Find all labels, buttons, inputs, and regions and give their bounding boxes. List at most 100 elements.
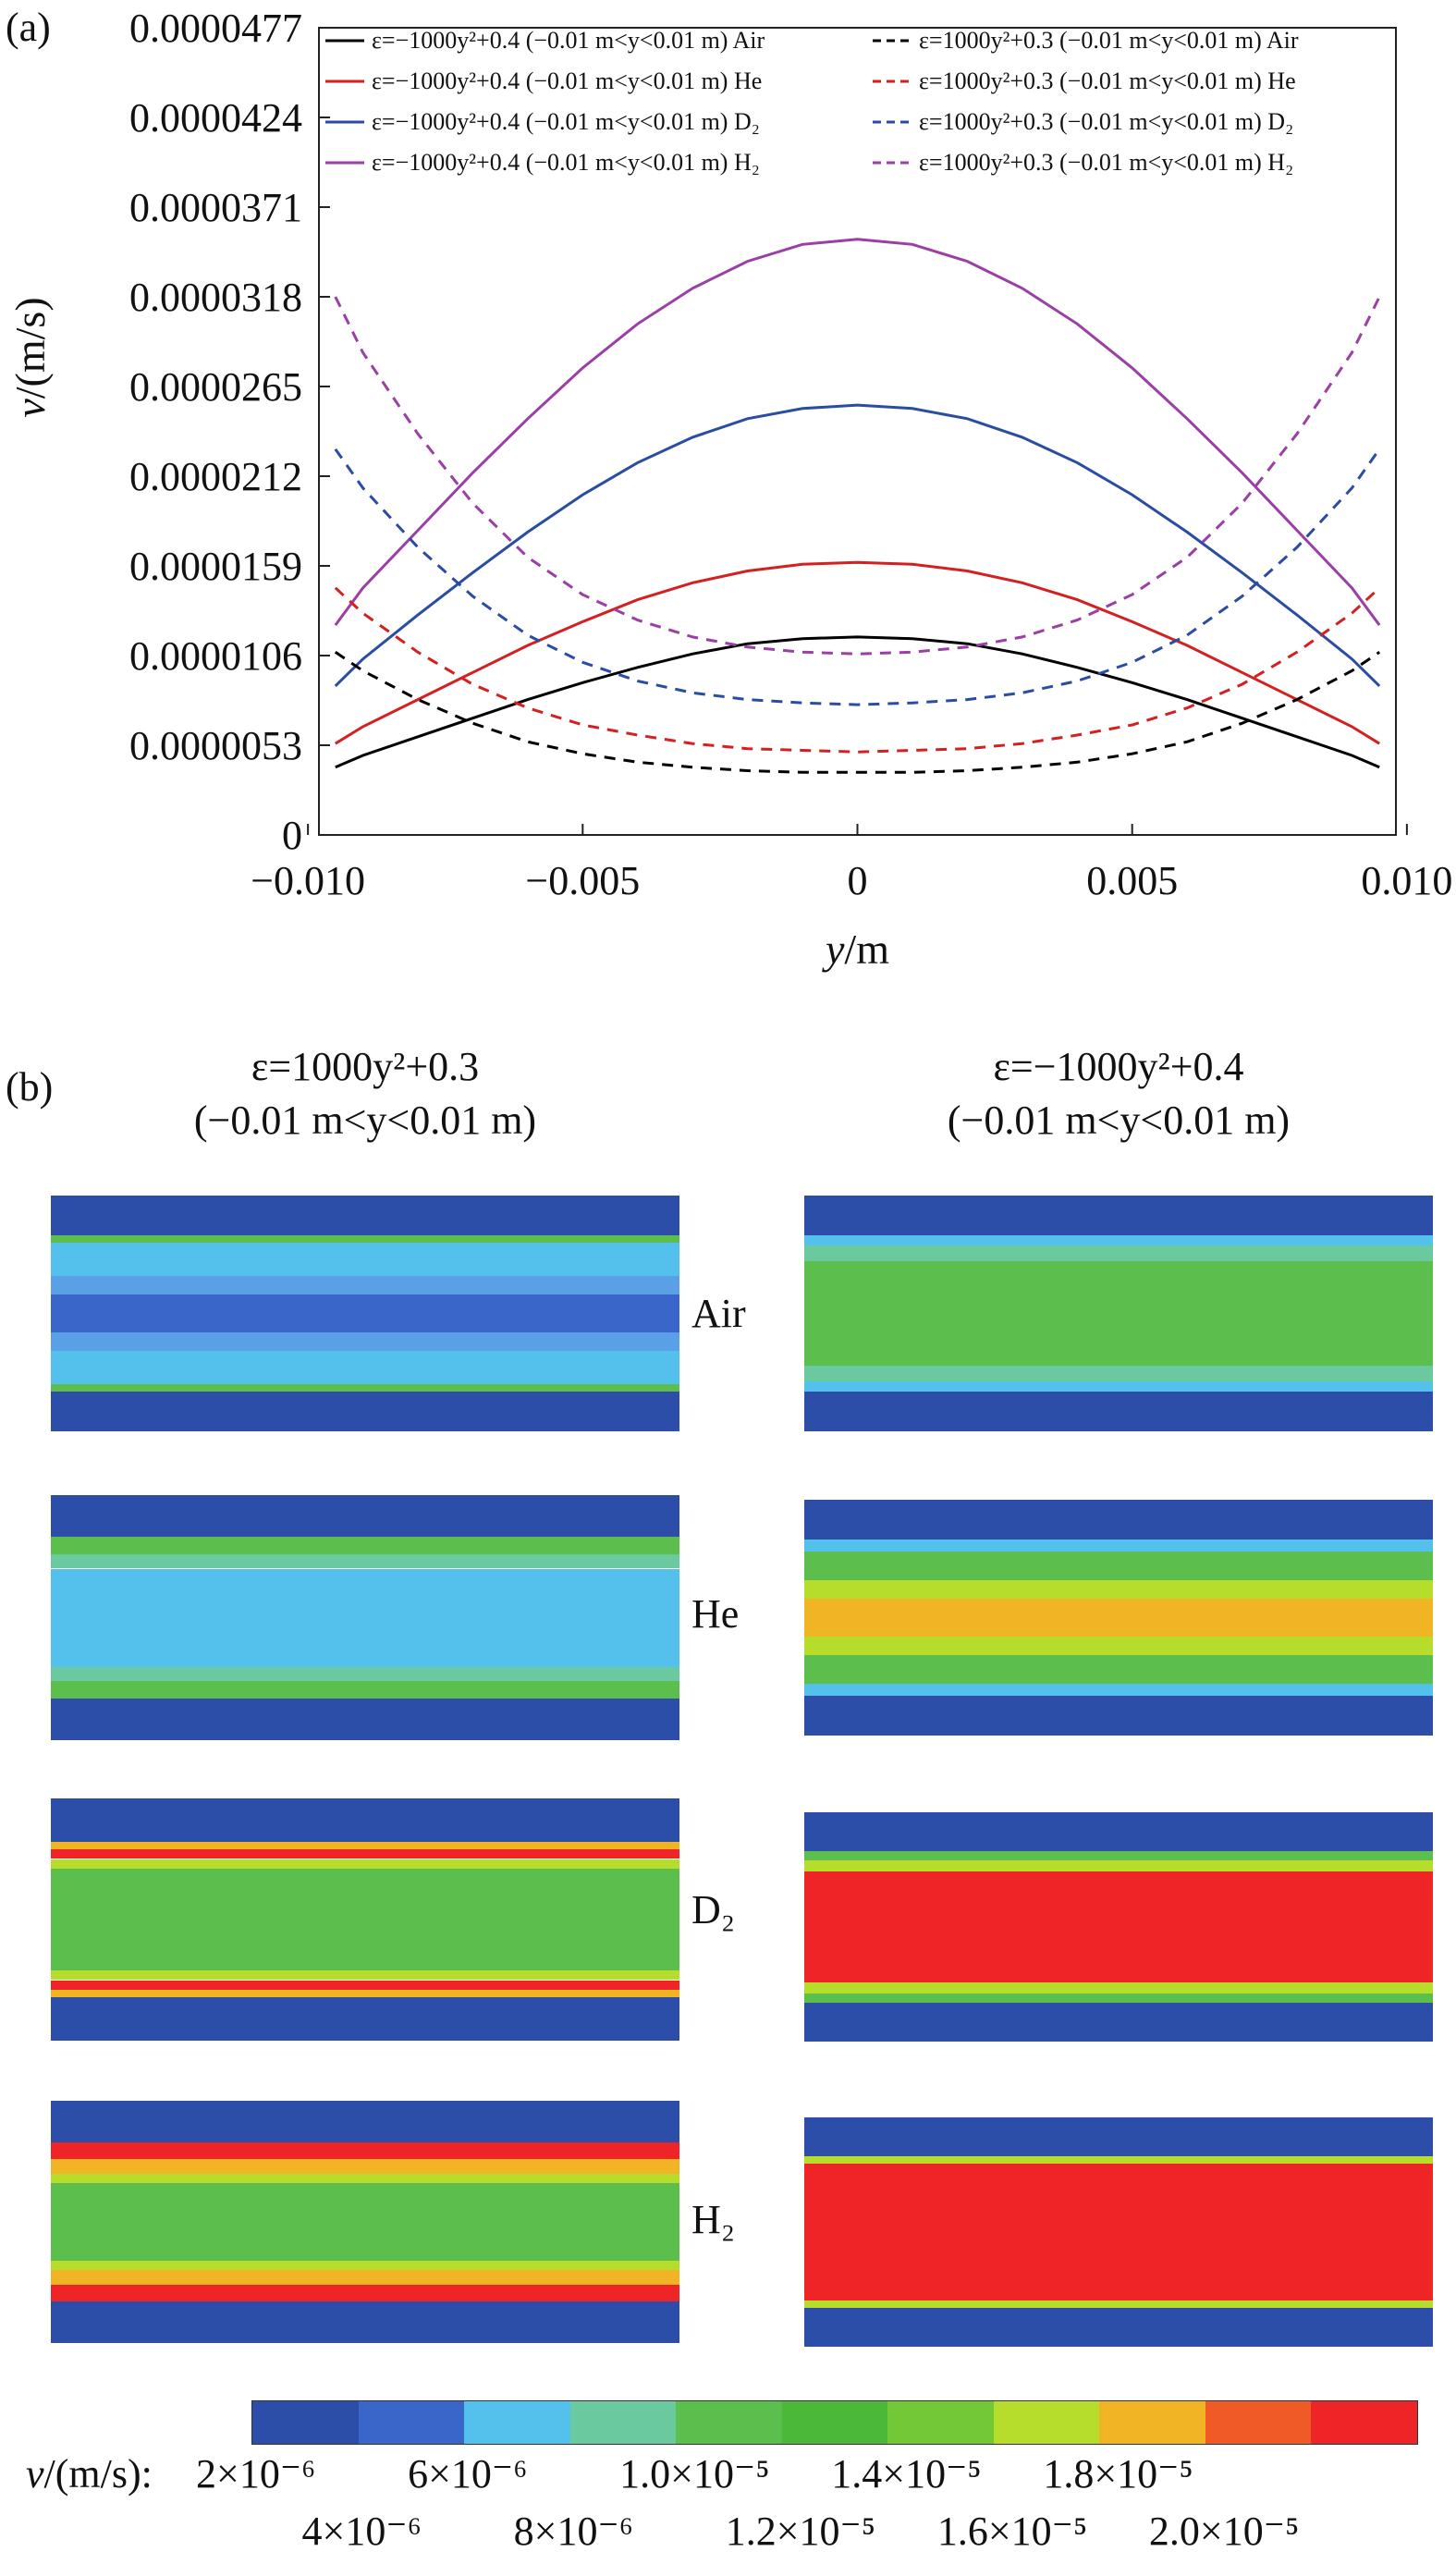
legend-entry-5: ε=1000y²+0.3 (−0.01 m<y<0.01 m) He [919, 67, 1296, 94]
colorbar-swatch [781, 2401, 888, 2444]
legend-entry-6: ε=1000y²+0.3 (−0.01 m<y<0.01 m) D₂ [919, 108, 1293, 135]
velocity-contour-field-2 [51, 1495, 679, 1740]
velocity-contour-field-6 [51, 2101, 679, 2343]
contour-band [51, 1351, 679, 1384]
panel-b-label: (b) [6, 1064, 54, 1110]
contour-band [804, 1235, 1433, 1245]
contour-band [804, 1655, 1433, 1684]
series-line-4 [334, 651, 1381, 774]
colorbar-swatch [887, 2401, 994, 2444]
legend-entry-0: ε=−1000y²+0.4 (−0.01 m<y<0.01 m) Air [372, 27, 765, 54]
colorbar-swatch [358, 2401, 465, 2444]
colorbar-bottom-label: 4×10⁻⁶ [301, 2509, 422, 2554]
contour-band [804, 1552, 1433, 1580]
contour-band [804, 1695, 1433, 1736]
colorbar-bottom-label: 8×10⁻⁶ [513, 2509, 634, 2554]
contour-band [51, 1553, 679, 1569]
velocity-contour-field-1 [804, 1196, 1433, 1431]
contour-band [804, 1981, 1433, 1994]
colorbar-label: v/(m/s): [26, 2450, 153, 2497]
series-line-7 [334, 296, 1381, 656]
contour-band [51, 1798, 679, 1843]
colorbar-bottom-label: 2.0×10⁻⁵ [1148, 2509, 1300, 2554]
colorbar-swatch [993, 2401, 1100, 2444]
velocity-contour-field-5 [804, 1812, 1433, 2042]
legend-entry-2: ε=−1000y²+0.4 (−0.01 m<y<0.01 m) D₂ [372, 108, 760, 135]
x-axis-label: y/m [822, 926, 889, 973]
contour-band [51, 1980, 679, 1990]
contour-band [51, 1681, 679, 1699]
colorbar-bottom-label: 1.2×10⁻⁵ [725, 2509, 876, 2554]
colorbar-label-unit: /(m/s): [43, 2451, 153, 2497]
series-line-1 [335, 560, 1380, 745]
contour-band [804, 1500, 1433, 1540]
contour-band [51, 1666, 679, 1682]
column-title-right-line2: (−0.01 m<y<0.01 m) [947, 1098, 1291, 1143]
series-line-0 [335, 635, 1380, 769]
y-tick-label: 0.0000424 [129, 95, 302, 141]
contour-band [804, 2300, 1433, 2308]
contour-band [51, 1698, 679, 1740]
contour-band [51, 1868, 679, 1970]
contour-band [804, 1851, 1433, 1861]
y-axis-label: v/(m/s) [6, 297, 54, 417]
colorbar-bottom-label: 1.6×10⁻⁵ [936, 2509, 1088, 2554]
colorbar-top-label: 6×10⁻⁶ [408, 2451, 528, 2497]
contour-band [51, 1275, 679, 1295]
x-tick-label: 0 [848, 858, 868, 903]
contour-band [804, 2156, 1433, 2164]
contour-band [51, 2301, 679, 2343]
series-line-6 [334, 448, 1381, 706]
contour-band [804, 1812, 1433, 1852]
colorbar-top-label: 2×10⁻⁶ [196, 2451, 316, 2497]
y-tick-label: 0.0000053 [129, 723, 302, 768]
y-tick-label: 0.0000212 [129, 454, 302, 499]
x-tick-label: −0.005 [525, 858, 640, 903]
colorbar-swatch [676, 2401, 782, 2444]
contour-band [804, 1196, 1433, 1236]
contour-band [804, 2117, 1433, 2157]
contour-band [804, 1579, 1433, 1600]
series-line-3 [334, 238, 1381, 626]
y-tick-label: 0.0000106 [129, 633, 302, 679]
contour-band [804, 1381, 1433, 1392]
legend-entry-7: ε=1000y²+0.3 (−0.01 m<y<0.01 m) H₂ [919, 149, 1293, 176]
contour-band [51, 2260, 679, 2271]
legend-entry-4: ε=1000y²+0.3 (−0.01 m<y<0.01 m) Air [919, 27, 1299, 54]
contour-band [51, 1537, 679, 1554]
x-tick-label: −0.010 [251, 858, 365, 903]
contour-band [804, 1261, 1433, 1366]
contour-band [804, 1391, 1433, 1431]
colorbar-swatch [1311, 2401, 1418, 2444]
contour-band [51, 2285, 679, 2302]
contour-band [51, 1568, 679, 1667]
contour-band [804, 1365, 1433, 1382]
column-title-right: ε=−1000y²+0.4 (−0.01 m<y<0.01 m) [804, 1040, 1433, 1147]
colorbar-top-label: 1.0×10⁻⁵ [619, 2451, 770, 2497]
column-title-left-line2: (−0.01 m<y<0.01 m) [193, 1098, 537, 1143]
series-line-5 [334, 586, 1381, 754]
contour-band [804, 1683, 1433, 1696]
column-title-left: ε=1000y²+0.3 (−0.01 m<y<0.01 m) [51, 1040, 679, 1147]
legend-entry-3: ε=−1000y²+0.4 (−0.01 m<y<0.01 m) H₂ [372, 149, 760, 176]
contour-band [51, 2158, 679, 2174]
gas-label-he: He [691, 1591, 740, 1637]
colorbar [251, 2400, 1418, 2445]
contour-band [804, 1540, 1433, 1552]
contour-band [51, 1989, 679, 1997]
contour-band [804, 1245, 1433, 1262]
contour-band [804, 1860, 1433, 1872]
y-tick-label: 0.0000371 [129, 185, 302, 230]
colorbar-swatch [464, 2401, 570, 2444]
legend-entry-1: ε=−1000y²+0.4 (−0.01 m<y<0.01 m) He [372, 67, 762, 94]
velocity-contour-field-3 [804, 1500, 1433, 1736]
y-tick-label: 0 [282, 813, 302, 858]
contour-band [51, 1294, 679, 1332]
contour-band [51, 1996, 679, 2041]
contour-band [51, 1859, 679, 1869]
velocity-contour-field-4 [51, 1798, 679, 2041]
contour-band [804, 1599, 1433, 1637]
colorbar-swatch [1099, 2401, 1205, 2444]
contour-band [51, 2101, 679, 2142]
velocity-contour-field-0 [51, 1196, 679, 1431]
